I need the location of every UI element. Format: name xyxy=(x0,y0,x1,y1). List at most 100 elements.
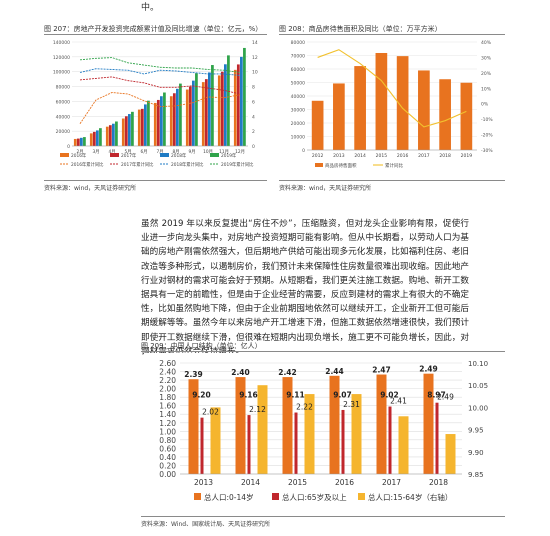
fig207-bar xyxy=(96,130,99,146)
fig208-ytick: 80000 xyxy=(291,40,305,46)
fig207-y2tick: 2 xyxy=(252,129,255,135)
fig209-bar-old xyxy=(200,417,204,474)
fig209-bar-old xyxy=(341,409,345,474)
fig207-bar xyxy=(163,92,166,146)
fig207-bar xyxy=(89,133,93,146)
fig209-legend-label: 总人口:15-64岁（右轴） xyxy=(368,492,452,502)
fig207-bar xyxy=(172,93,176,146)
fig207-y2tick: 8 xyxy=(252,85,255,91)
fig207-bar xyxy=(105,126,109,146)
fig207-bar xyxy=(192,80,195,146)
fig208-ytick: 30000 xyxy=(291,108,305,114)
fig208-ytick: 50000 xyxy=(291,81,305,87)
fig208-legend-swatch xyxy=(315,163,323,167)
fig207-bar xyxy=(201,82,205,146)
fig209-xtick: 2017 xyxy=(382,478,401,487)
fig209-label-old: 2.22 xyxy=(296,403,313,412)
fig207-source: 资料来源：wind，天风证券研究所 xyxy=(44,185,137,192)
fig207-bar xyxy=(131,111,134,146)
fig207-legend-label: 2019年累计同比 xyxy=(221,161,254,168)
fig209-ytick: 1.80 xyxy=(159,393,176,402)
fig208-bar xyxy=(311,100,324,150)
fig209-y2tick: 10.00 xyxy=(468,404,488,412)
fig207-bar xyxy=(153,102,157,146)
fig209-label-work: 9.07 xyxy=(333,391,352,400)
fig208-xtick: 2012 xyxy=(312,153,324,159)
body-paragraph: 虽然 2019 年以来反复提出“房住不炒”，压缩融资，但对龙头企业影响有限，促使… xyxy=(141,219,469,357)
fig207-xtick: 6月 xyxy=(140,149,147,155)
fig208-y2tick: -10% xyxy=(481,117,493,123)
fig207-bar xyxy=(73,138,77,146)
fig207-ytick: 120000 xyxy=(53,55,70,61)
fig207-legend-label: 2017年累计同比 xyxy=(121,161,154,168)
fig207-bar xyxy=(233,69,237,146)
fig208-source: 资料来源：wind，天风证券研究所 xyxy=(279,185,372,192)
fig209-label-work: 9.16 xyxy=(239,391,258,400)
fig207-bar xyxy=(137,109,141,146)
fig207-bar xyxy=(236,64,240,146)
fig207-rule-bottom xyxy=(44,180,267,181)
fig208-ytick: 70000 xyxy=(291,54,305,60)
fig207-bar xyxy=(128,114,131,146)
fig207-bar xyxy=(176,88,179,146)
fig209-xtick: 2014 xyxy=(241,478,260,487)
fig207-line xyxy=(79,92,241,124)
fig208-ytick: 20000 xyxy=(291,121,305,127)
fig207-bar xyxy=(92,131,96,146)
fig207-y2tick: 6 xyxy=(252,99,255,105)
fig207-y2tick: 12 xyxy=(252,55,258,61)
fig207-line xyxy=(79,68,241,76)
fig209-bar-young xyxy=(423,373,434,474)
fig209-ytick: 2.00 xyxy=(159,385,176,394)
fig209-label-young: 2.42 xyxy=(278,368,297,377)
continuation-text: 中。 xyxy=(141,3,160,13)
fig207-xtick: 10月 xyxy=(203,149,213,155)
fig207-title: 图 207：房地产开发投资完成额累计值及同比增速（单位：亿元，%） xyxy=(44,25,263,33)
fig207-bar xyxy=(224,64,227,146)
fig207-ytick: 40000 xyxy=(56,114,70,120)
fig207-bar xyxy=(204,79,208,146)
fig208-xtick: 2018 xyxy=(439,153,451,159)
fig209-legend-swatch xyxy=(272,493,279,500)
fig207-ytick: 20000 xyxy=(56,129,70,135)
fig207-xtick: 2月 xyxy=(76,149,83,155)
fig209-label-young: 2.47 xyxy=(372,366,391,375)
fig209-bar-work xyxy=(257,385,268,474)
fig208-line xyxy=(317,49,467,128)
fig207-bar xyxy=(217,75,221,146)
fig209-svg: 0.000.200.400.600.801.001.201.401.601.80… xyxy=(159,359,488,502)
fig209-xtick: 2016 xyxy=(335,478,354,487)
fig207-bar xyxy=(115,121,118,146)
fig208-xtick: 2019 xyxy=(461,153,473,159)
fig209-source: 资料来源：Wind、国家统计局、天风证券研究所 xyxy=(141,521,271,528)
fig207-bar xyxy=(169,96,173,146)
fig207-bar xyxy=(140,108,144,146)
fig208-title: 图 208：商品房待售面积及同比（单位：万平方米） xyxy=(279,25,442,33)
fig209-bar-young xyxy=(376,374,387,474)
fig208-bar xyxy=(333,83,345,150)
fig209-title: 图 209：中国人口结构（单位：亿人） xyxy=(141,342,262,350)
fig209-rule xyxy=(141,351,505,352)
fig207-bar xyxy=(83,137,86,146)
fig208-ytick: 0 xyxy=(302,148,305,154)
fig209-chart: 0.00 0.20 0.40 0.60 0.80 1.00 1.20 1.40 1.60 1.80… xyxy=(144,353,504,515)
fig207-rule xyxy=(44,34,267,35)
fig207-xtick: 4月 xyxy=(108,149,115,155)
fig209-bar-young xyxy=(235,377,246,474)
fig208-rule-bottom xyxy=(279,180,505,181)
fig207-ytick: 60000 xyxy=(56,99,70,105)
fig209-legend-label: 总人口:65岁及以上 xyxy=(282,492,347,502)
fig208-bar xyxy=(354,66,366,150)
fig208-legend-label: 商品房待售面积 xyxy=(325,162,357,169)
fig209-label-young: 2.40 xyxy=(231,368,250,377)
fig208-y2tick: 10% xyxy=(481,86,492,92)
fig209-ytick: 0.40 xyxy=(159,453,176,462)
fig208-y2tick: -30% xyxy=(481,148,493,154)
fig209-y2tick: 10.10 xyxy=(468,360,488,368)
fig207-legend-swatch xyxy=(60,153,69,157)
fig208-y2tick: 0% xyxy=(481,102,489,108)
fig207-bar xyxy=(208,72,211,146)
fig208-bar xyxy=(375,52,388,150)
fig209-bar-old xyxy=(247,415,251,474)
fig207-chart: 0 20000 40000 60000 80000 100000 120000 140000 0… xyxy=(46,36,266,179)
